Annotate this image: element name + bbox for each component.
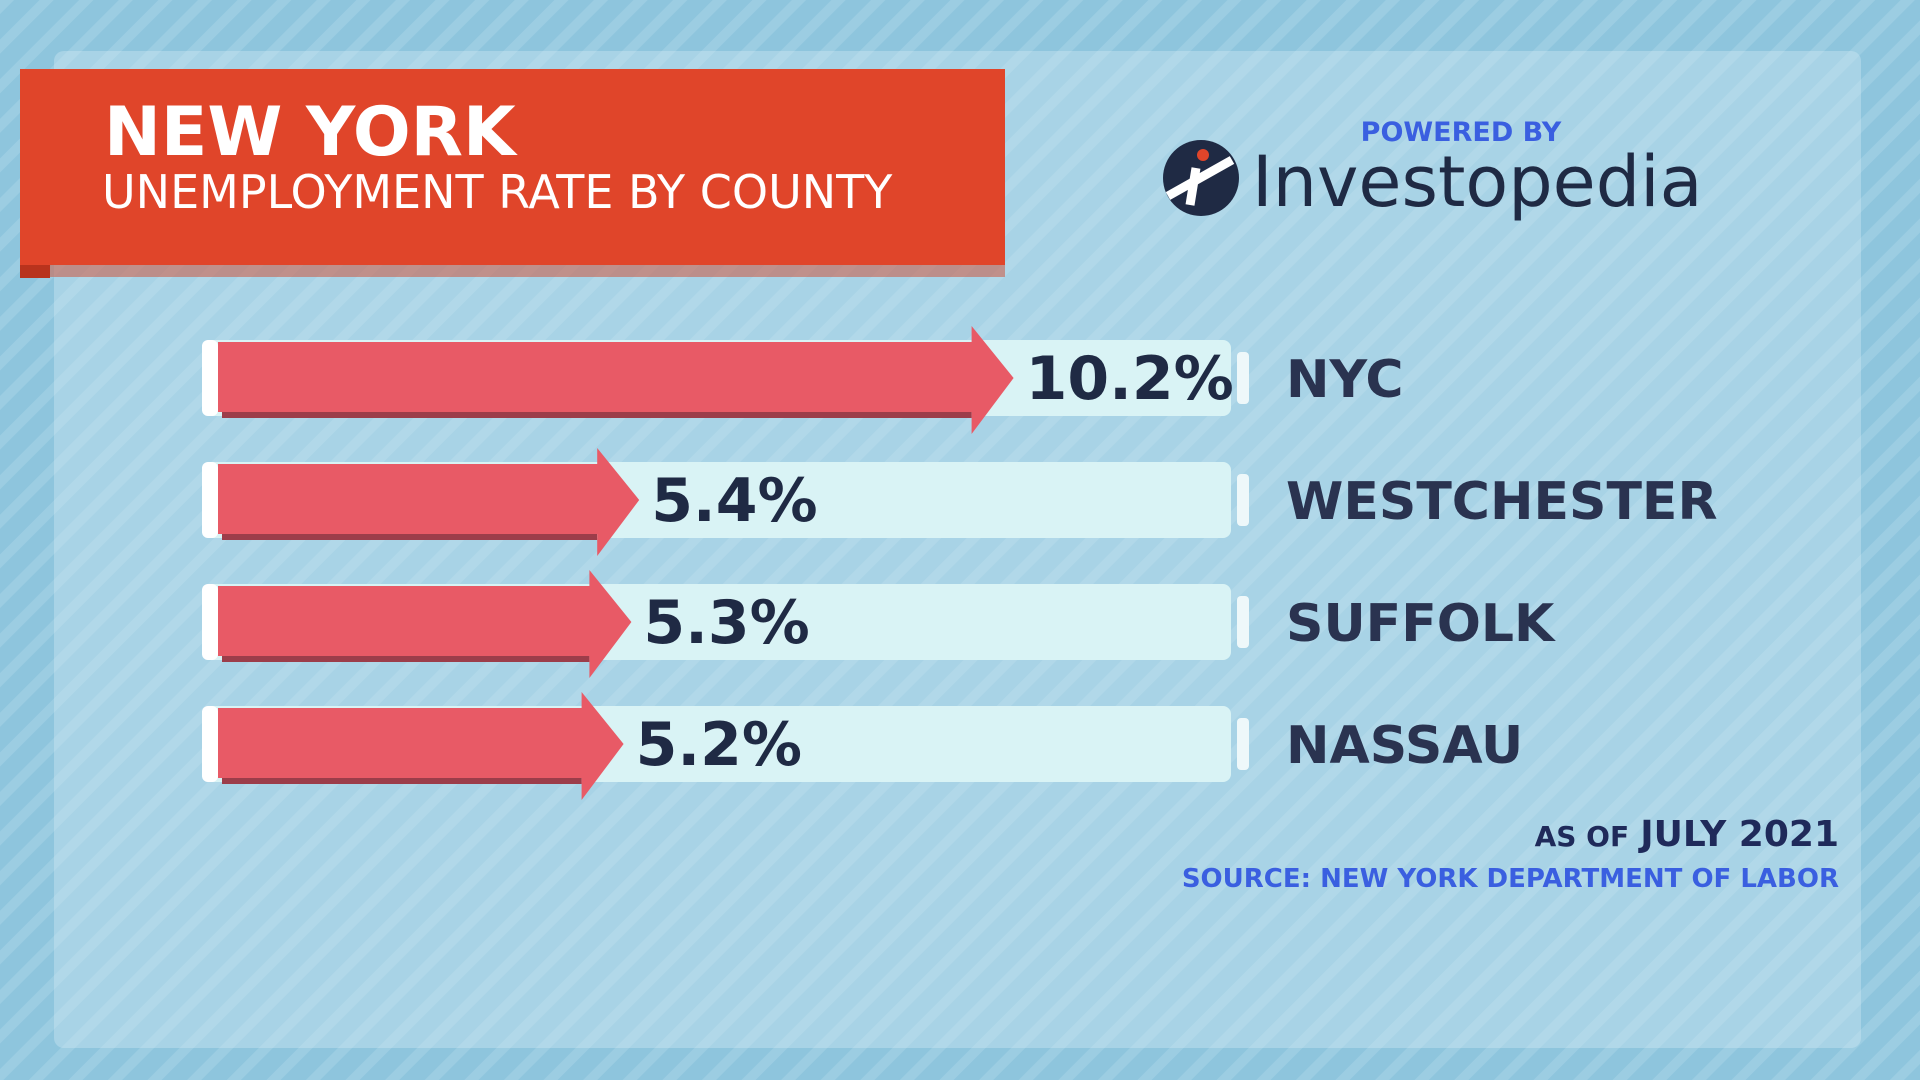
value-label: 5.3% xyxy=(643,588,809,658)
brand-name: Investopedia xyxy=(1252,141,1703,223)
panel xyxy=(54,51,1861,1048)
as-of-date: JULY 2021 xyxy=(1637,814,1839,855)
bar-track-edge xyxy=(202,462,218,538)
bar xyxy=(218,326,1014,434)
bar-shadow xyxy=(222,408,972,418)
brand-logo xyxy=(1163,140,1239,216)
source: SOURCE: NEW YORK DEPARTMENT OF LABOR xyxy=(1182,864,1839,894)
row-tab xyxy=(1237,718,1249,770)
row-tab xyxy=(1237,352,1249,404)
bar-shadow xyxy=(222,530,598,540)
bar xyxy=(218,570,632,678)
bars: 10.2% NYC 5.4% WESTCHESTER 5.3% SUFFOLK 5.2% NA… xyxy=(202,326,1718,800)
category-label: SUFFOLK xyxy=(1286,594,1556,654)
bar-shadow xyxy=(222,774,582,784)
value-label: 5.4% xyxy=(651,466,817,536)
value-label: 5.2% xyxy=(636,710,802,780)
bar-track-edge xyxy=(202,584,218,660)
title-box-shadow xyxy=(50,265,1005,277)
category-label: NYC xyxy=(1286,350,1403,410)
value-label: 10.2% xyxy=(1026,344,1234,414)
bar xyxy=(218,448,640,556)
bar-track-edge xyxy=(202,706,218,782)
title-box xyxy=(20,69,1005,265)
category-label: WESTCHESTER xyxy=(1286,472,1718,532)
row-tab xyxy=(1237,596,1249,648)
as-of: AS OF JULY 2021 xyxy=(1535,814,1839,855)
powered-by: POWERED BY xyxy=(1361,117,1562,148)
category-label: NASSAU xyxy=(1286,716,1523,776)
chart-title: NEW YORK xyxy=(104,93,518,172)
bar xyxy=(218,692,624,800)
bar-shadow xyxy=(222,652,590,662)
chart-subtitle: UNEMPLOYMENT RATE BY COUNTY xyxy=(102,165,893,219)
row-tab xyxy=(1237,474,1249,526)
bar-track-edge xyxy=(202,340,218,416)
as-of-prefix: AS OF xyxy=(1535,820,1630,853)
